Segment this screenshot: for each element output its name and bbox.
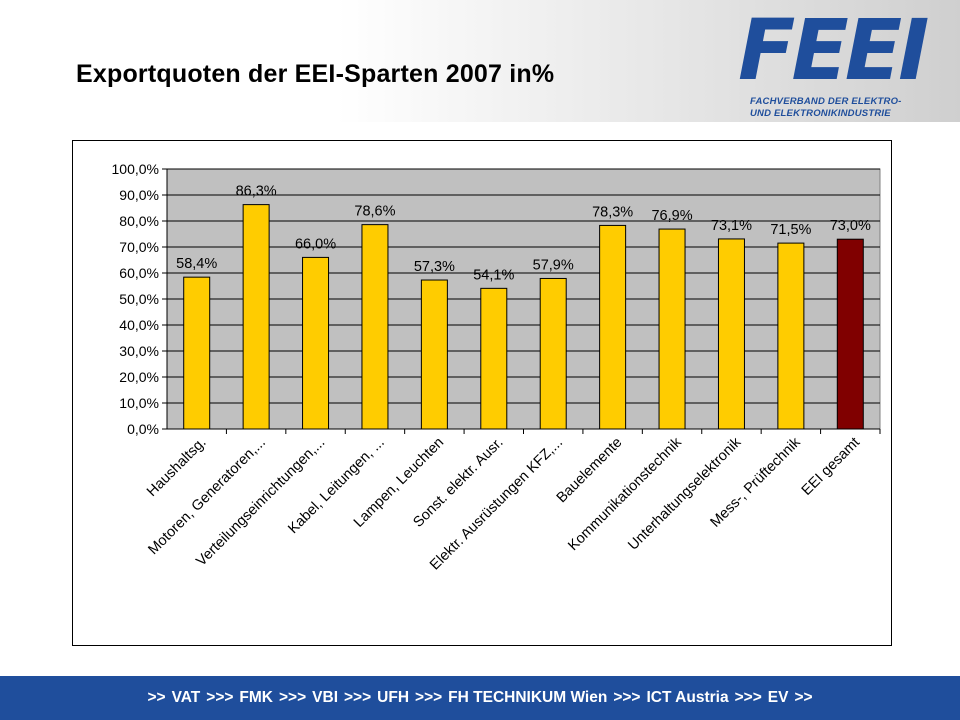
footer-link[interactable]: FMK <box>239 689 273 706</box>
bar <box>183 276 211 430</box>
data-label: 57,9% <box>533 257 574 273</box>
data-label: 73,1% <box>711 218 752 234</box>
footer-link[interactable]: FH TECHNIKUM Wien <box>448 689 608 706</box>
data-label: 58,4% <box>176 256 217 272</box>
y-tick-label: 80,0% <box>119 213 159 229</box>
x-tick-label: Unterhaltungselektronik <box>625 434 745 554</box>
y-tick-label: 100,0% <box>112 161 159 177</box>
footer-link[interactable]: EV <box>767 689 789 706</box>
logo-mark: FEEI <box>738 1 929 99</box>
footer-link[interactable]: VBI <box>312 689 338 706</box>
y-tick-label: 90,0% <box>119 187 159 203</box>
data-label: 57,3% <box>414 259 455 275</box>
page-title: Exportquoten der EEI-Sparten 2007 in% <box>76 60 555 88</box>
data-label: 76,9% <box>651 208 692 224</box>
bar <box>777 242 805 430</box>
data-label: 71,5% <box>770 222 811 238</box>
data-label: 73,0% <box>830 218 871 234</box>
bar <box>539 277 567 430</box>
bar <box>302 256 330 430</box>
footer-trail-arrows: >> <box>794 689 813 706</box>
footer-separator: >>> <box>279 689 307 706</box>
y-tick-label: 60,0% <box>119 265 159 281</box>
data-label: 78,6% <box>354 204 395 220</box>
footer-separator: >>> <box>734 689 762 706</box>
x-tick-label: Kommunikationstechnik <box>565 434 685 554</box>
footer-separator: >>> <box>206 689 234 706</box>
data-label: 86,3% <box>236 184 277 200</box>
logo-subtitle-line2: UND ELEKTRONIKINDUSTRIE <box>750 108 891 119</box>
footer-link[interactable]: VAT <box>171 689 201 706</box>
footer-separator: >>> <box>415 689 443 706</box>
x-tick-label: Motoren, Generatoren,... <box>145 435 269 559</box>
y-tick-label: 50,0% <box>119 291 159 307</box>
bar <box>717 238 745 430</box>
bar <box>420 279 448 430</box>
footer-separator: >>> <box>613 689 641 706</box>
y-tick-label: 20,0% <box>119 369 159 385</box>
bar <box>658 228 686 430</box>
x-tick-label: Haushaltsg. <box>144 435 209 500</box>
data-label: 66,0% <box>295 236 336 252</box>
chart-frame: 0,0% 10,0% 20,0% 30,0% 40,0% 50,0% 60,0% 70,0% 8… <box>72 140 892 646</box>
header-band <box>0 0 960 122</box>
y-tick-label: 10,0% <box>119 395 159 411</box>
y-tick-label: 30,0% <box>119 343 159 359</box>
y-tick-label: 70,0% <box>119 239 159 255</box>
y-tick-label: 40,0% <box>119 317 159 333</box>
footer-lead-arrows: >> <box>147 689 166 706</box>
footer-nav: >> VAT >>> FMK >>> VBI >>> UFH >>> FH TECHNIKUM W… <box>0 676 960 720</box>
x-tick-label: EEI gesamt <box>799 435 863 499</box>
bar <box>599 224 627 430</box>
data-label: 54,1% <box>473 267 514 283</box>
y-tick-label: 0,0% <box>127 421 159 437</box>
bar <box>361 224 389 430</box>
bar <box>242 204 270 430</box>
export-quota-chart: 0,0% 10,0% 20,0% 30,0% 40,0% 50,0% 60,0% 70,0% 8… <box>112 161 881 573</box>
data-label: 78,3% <box>592 204 633 220</box>
footer-link[interactable]: ICT Austria <box>646 689 729 706</box>
footer-separator: >>> <box>344 689 372 706</box>
feei-logo: FEEI FACHVERBAND DER ELEKTRO- UND ELEKTR… <box>738 1 948 122</box>
bar <box>480 287 508 430</box>
bar <box>836 238 864 430</box>
footer-link[interactable]: UFH <box>377 689 410 706</box>
logo-subtitle-line1: FACHVERBAND DER ELEKTRO- <box>750 96 902 107</box>
